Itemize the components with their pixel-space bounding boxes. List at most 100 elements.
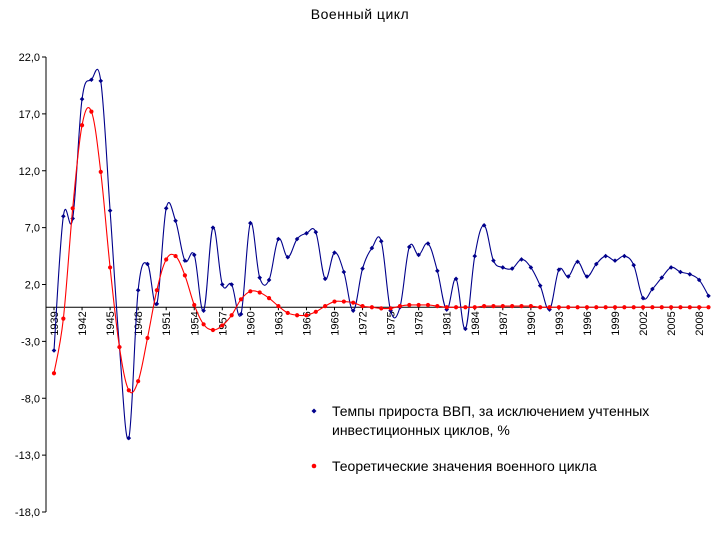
data-point-war-cycle xyxy=(650,305,655,310)
data-point-war-cycle xyxy=(435,304,440,309)
data-point-war-cycle xyxy=(528,304,533,309)
data-point-gdp-growth xyxy=(51,348,57,353)
data-point-gdp-growth xyxy=(332,250,337,255)
x-tick-label: 1978 xyxy=(414,311,426,335)
x-tick-label: 1990 xyxy=(526,311,538,335)
data-point-war-cycle xyxy=(379,306,384,311)
data-point-war-cycle xyxy=(351,300,356,305)
data-point-war-cycle xyxy=(79,123,85,128)
data-point-war-cycle xyxy=(687,305,692,310)
data-point-war-cycle xyxy=(369,305,374,310)
y-tick-label: -8,0 xyxy=(21,393,40,405)
data-point-war-cycle xyxy=(220,323,225,328)
data-point-war-cycle xyxy=(145,335,150,341)
data-point-gdp-growth xyxy=(107,208,113,213)
data-point-war-cycle xyxy=(304,313,309,318)
series-line-gdp-growth xyxy=(53,68,709,440)
x-tick-label: 1963 xyxy=(273,311,285,335)
data-point-war-cycle xyxy=(313,309,318,314)
x-tick-label: 1960 xyxy=(245,311,257,335)
data-point-gdp-growth xyxy=(631,262,636,268)
data-point-gdp-growth xyxy=(79,96,85,102)
data-point-gdp-growth xyxy=(238,311,244,317)
data-point-gdp-growth xyxy=(481,223,487,228)
data-point-war-cycle xyxy=(575,305,580,310)
data-point-war-cycle xyxy=(566,305,571,310)
data-point-war-cycle xyxy=(238,297,244,302)
x-tick-label: 1957 xyxy=(217,311,229,335)
data-point-gdp-growth xyxy=(706,293,711,299)
data-point-war-cycle xyxy=(706,305,711,310)
x-tick-label: 1969 xyxy=(330,311,342,335)
data-point-war-cycle xyxy=(697,305,702,310)
data-point-war-cycle xyxy=(257,290,262,295)
data-point-gdp-growth xyxy=(313,229,319,235)
y-tick-label: -18,0 xyxy=(15,507,40,519)
data-point-war-cycle xyxy=(61,316,66,321)
data-point-gdp-growth xyxy=(341,269,347,275)
data-point-gdp-growth xyxy=(378,238,384,244)
data-point-war-cycle xyxy=(416,302,421,308)
data-point-gdp-growth xyxy=(89,77,94,83)
data-point-war-cycle xyxy=(538,305,543,310)
x-tick-label: 1993 xyxy=(554,311,566,335)
data-point-war-cycle xyxy=(603,305,608,310)
data-point-war-cycle xyxy=(136,379,141,384)
data-point-war-cycle xyxy=(126,388,131,393)
data-point-gdp-growth xyxy=(201,308,206,313)
data-point-gdp-growth xyxy=(173,218,178,224)
data-point-gdp-growth xyxy=(163,205,169,211)
x-tick-label: 1996 xyxy=(582,311,594,335)
data-point-war-cycle xyxy=(444,305,449,310)
data-point-war-cycle xyxy=(622,305,627,310)
x-tick-label: 1981 xyxy=(442,311,454,335)
data-point-gdp-growth xyxy=(154,301,160,307)
data-point-gdp-growth xyxy=(257,275,262,280)
data-point-gdp-growth xyxy=(220,282,225,287)
data-point-war-cycle xyxy=(285,310,290,316)
data-point-war-cycle xyxy=(397,304,403,309)
legend-marker-war-cycle xyxy=(311,463,317,469)
y-tick-label: 12,0 xyxy=(19,166,40,178)
data-point-gdp-growth xyxy=(472,253,478,259)
data-point-gdp-growth xyxy=(304,231,309,236)
data-point-war-cycle xyxy=(388,306,393,311)
legend-label-war-cycle: Теоретические значения военного цикла xyxy=(332,458,597,474)
data-point-war-cycle xyxy=(500,304,505,309)
data-point-gdp-growth xyxy=(285,254,291,260)
data-point-war-cycle xyxy=(154,288,159,293)
data-point-war-cycle xyxy=(482,304,487,309)
data-point-gdp-growth xyxy=(696,277,702,283)
data-point-gdp-growth xyxy=(322,276,328,282)
data-point-gdp-growth xyxy=(369,245,375,251)
data-point-gdp-growth xyxy=(98,78,104,84)
data-point-war-cycle xyxy=(89,109,94,114)
y-tick-label: 17,0 xyxy=(19,109,40,121)
data-point-gdp-growth xyxy=(126,435,132,441)
data-point-war-cycle xyxy=(229,313,234,318)
data-point-war-cycle xyxy=(173,253,178,259)
data-point-war-cycle xyxy=(210,327,216,333)
data-point-gdp-growth xyxy=(519,257,524,262)
x-tick-label: 1954 xyxy=(189,311,201,335)
data-point-gdp-growth xyxy=(640,295,646,301)
data-point-war-cycle xyxy=(631,305,636,310)
x-tick-label: 1945 xyxy=(105,311,117,335)
data-point-war-cycle xyxy=(201,322,206,327)
x-tick-label: 1972 xyxy=(358,311,370,335)
data-point-war-cycle xyxy=(556,305,562,310)
data-point-war-cycle xyxy=(332,299,337,304)
data-point-war-cycle xyxy=(510,304,515,309)
data-point-war-cycle xyxy=(612,305,618,310)
data-point-war-cycle xyxy=(323,304,328,309)
data-point-gdp-growth xyxy=(416,252,421,258)
data-point-gdp-growth xyxy=(678,269,683,275)
data-point-war-cycle xyxy=(108,265,113,270)
data-point-war-cycle xyxy=(182,273,187,278)
data-point-gdp-growth xyxy=(453,276,459,282)
x-tick-label: 1951 xyxy=(161,311,173,335)
data-point-gdp-growth xyxy=(266,277,272,283)
data-point-gdp-growth xyxy=(294,236,300,242)
data-point-gdp-growth xyxy=(248,220,253,226)
data-point-war-cycle xyxy=(117,344,122,350)
